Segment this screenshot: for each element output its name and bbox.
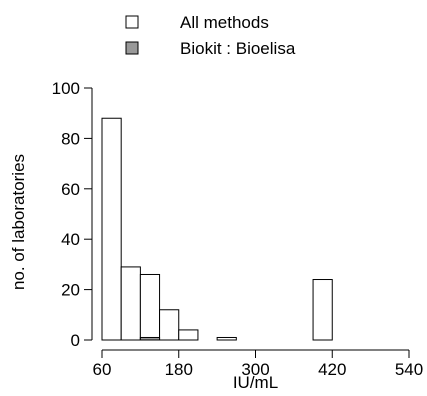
x-tick-label: 180 (165, 360, 193, 379)
bars-all-methods (101, 117, 333, 341)
legend-label-biokit-bioelisa: Biokit : Bioelisa (180, 39, 296, 58)
y-tick-label: 0 (71, 331, 80, 350)
bar-all-methods-60 (101, 117, 122, 341)
x-axis-label: IU/mL (233, 373, 278, 392)
bar-all-methods-390 (312, 279, 333, 341)
y-tick-label: 80 (61, 129, 80, 148)
y-axis-label: no. of laboratories (9, 154, 28, 290)
bar-all-methods-240 (216, 336, 237, 341)
bar-biokit-120 (139, 336, 161, 341)
legend-label-all-methods: All methods (180, 13, 269, 32)
x-tick-label: 300 (241, 360, 269, 379)
y-tick-label: 100 (52, 79, 80, 98)
bar-all-methods-120 (139, 273, 161, 341)
bar-all-methods-150 (159, 309, 180, 341)
x-tick-label: 420 (318, 360, 346, 379)
y-tick-label: 60 (61, 180, 80, 199)
legend-swatch-biokit-bioelisa (125, 41, 139, 55)
y-tick-label: 40 (61, 230, 80, 249)
x-axis: 60 180 300 420 540 (93, 349, 423, 379)
legend: All methods Biokit : Bioelisa (125, 13, 296, 58)
y-tick-label: 20 (61, 281, 80, 300)
bars-biokit-bioelisa (139, 336, 161, 341)
bar-all-methods-180 (178, 329, 199, 341)
x-tick-label: 540 (395, 360, 423, 379)
bar-all-methods-90 (120, 266, 141, 341)
x-tick-label: 60 (93, 360, 112, 379)
legend-swatch-all-methods (125, 15, 139, 29)
y-axis: 0 20 40 60 80 100 (52, 79, 93, 350)
